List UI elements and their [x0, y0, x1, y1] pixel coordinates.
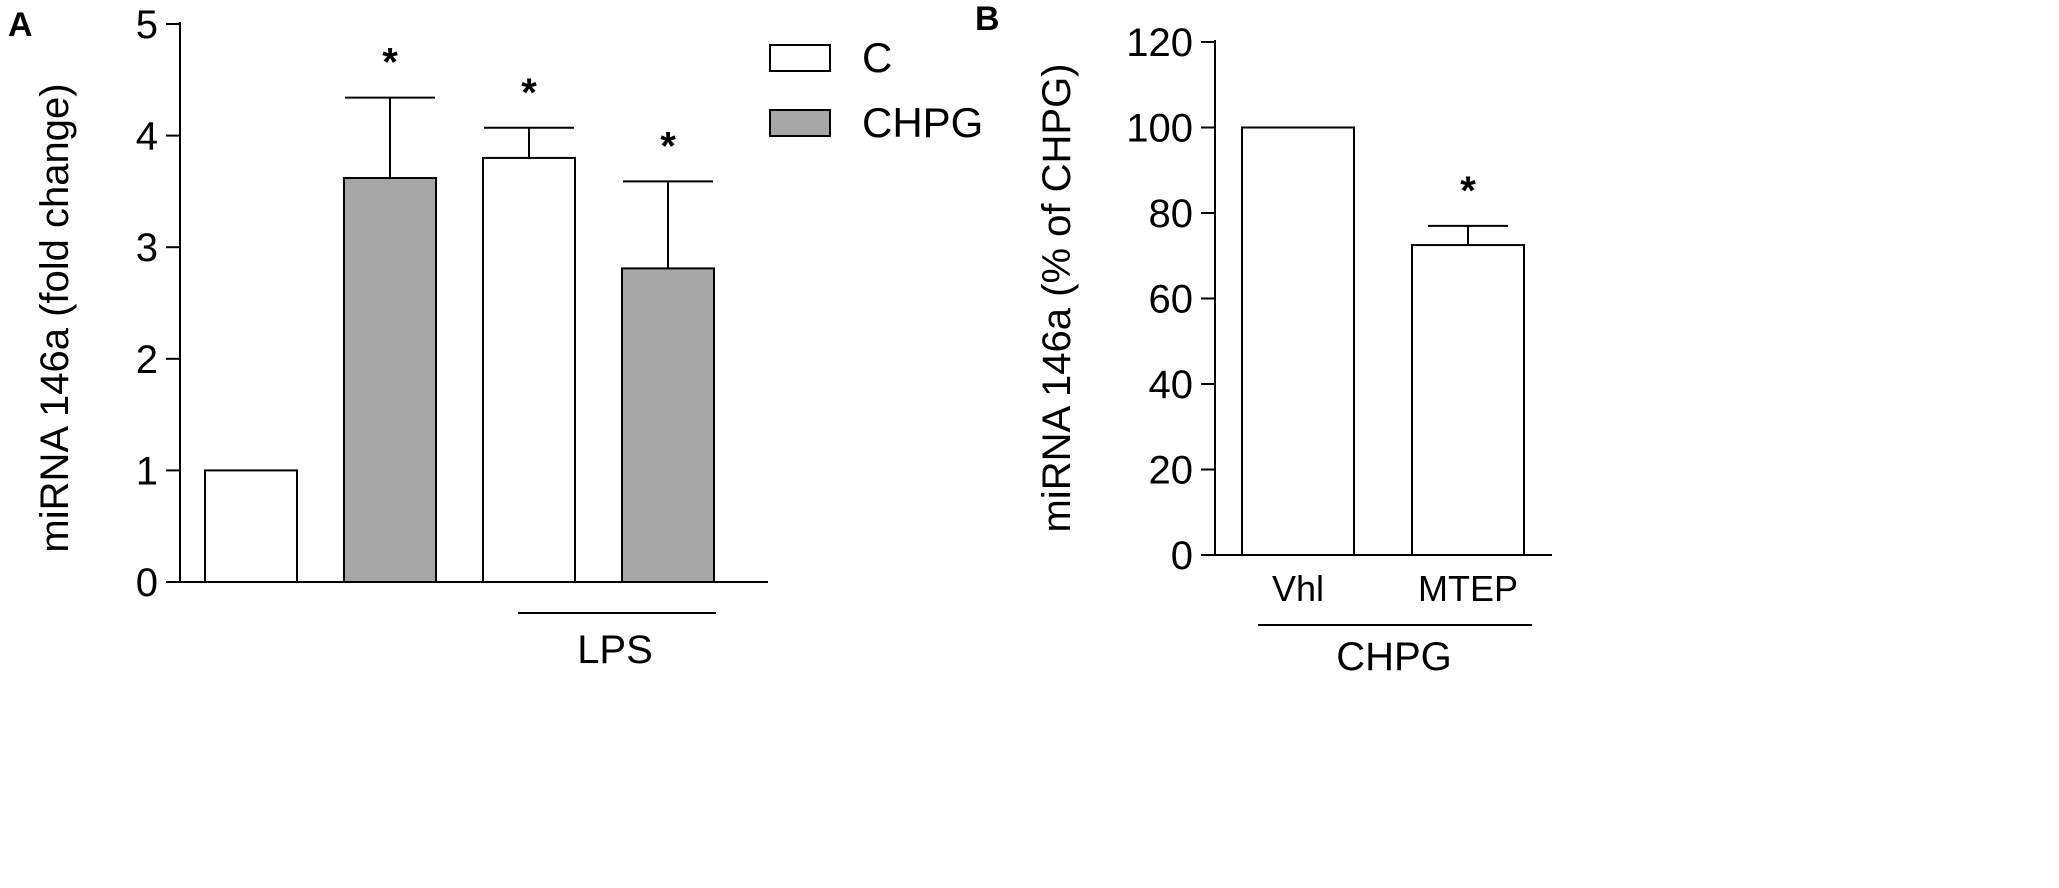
panel-a-bar-3 [482, 156, 576, 583]
panel-a-bar-1 [204, 469, 298, 583]
panel-a-y-tick-label: 3 [136, 226, 158, 270]
panel-b-bar-2 [1411, 244, 1525, 556]
panel-a-significance-3: * [521, 71, 537, 115]
panel-a-y-tick-label: 0 [136, 561, 158, 605]
legend-swatch-c [769, 44, 831, 72]
panel-b-y-tick-label: 40 [1149, 363, 1194, 407]
panel-a-y-axis-title: miRNA 146a (fold change) [33, 83, 77, 552]
panel-b-y-tick-label: 100 [1126, 107, 1193, 151]
panel-a-y-tick-label: 5 [136, 3, 158, 47]
panel-a-label: A [8, 6, 33, 44]
panel-b-y-axis-title: miRNA 146a (% of CHPG) [1035, 63, 1079, 532]
panel-b-y-tick-label: 120 [1126, 21, 1193, 65]
panel-b-label: B [975, 0, 1000, 38]
panel-a-significance-2: * [382, 41, 398, 85]
legend-swatch-chpg [769, 109, 831, 137]
panel-b-y-tick-label: 60 [1149, 278, 1194, 322]
panel-b-category-label-1: Vhl [1272, 568, 1324, 609]
panel-a-y-tick-label: 1 [136, 449, 158, 493]
panel-b-y-tick-label: 20 [1149, 449, 1194, 493]
panel-a-y-tick-label: 2 [136, 338, 158, 382]
panel-a-bar-2 [343, 177, 437, 583]
panel-a-group-label: LPS [577, 628, 653, 672]
panel-b-chart: B miRNA 146a (% of CHPG) 0 20 40 60 80 100 120… [975, 0, 1552, 679]
panel-a-y-tick-label: 4 [136, 115, 158, 159]
panel-b-y-tick-label: 0 [1171, 534, 1193, 578]
panel-a-significance-4: * [660, 124, 676, 168]
panel-b-group-label: CHPG [1336, 635, 1452, 679]
panel-b-category-label-2: MTEP [1418, 568, 1518, 609]
panel-a-chart: A miRNA 146a (fold change) 0 1 2 3 4 5 * * * LP… [8, 3, 983, 672]
legend-label-c: C [862, 34, 892, 81]
panel-a-bar-4 [621, 267, 715, 583]
legend-label-chpg: CHPG [862, 99, 983, 146]
panel-b-y-tick-label: 80 [1149, 192, 1194, 236]
panel-b-significance-2: * [1460, 169, 1476, 213]
panel-b-bar-1 [1241, 126, 1355, 556]
panel-a-legend: C CHPG [769, 34, 983, 146]
